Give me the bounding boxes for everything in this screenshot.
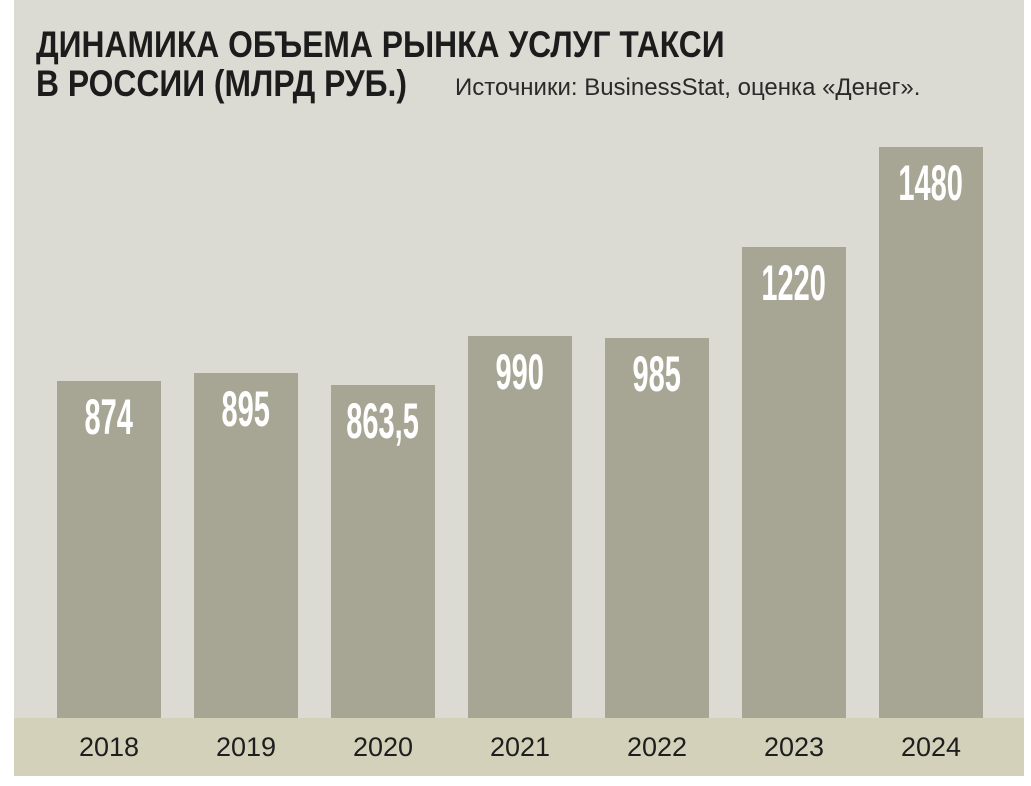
x-tick-label-2019: 2019 — [215, 732, 277, 762]
x-axis-band — [14, 718, 1024, 776]
chart-title-line-1: ДИНАМИКА ОБЪЕМА РЫНКА УСЛУГ ТАКСИ — [36, 24, 725, 65]
bar-value-text-2021: 990 — [495, 343, 545, 400]
bar-2019 — [194, 372, 298, 718]
bar-value-label-2019: 895 — [146, 383, 346, 435]
bar-value-label-2024: 1480 — [831, 157, 1031, 209]
bar-2021 — [468, 335, 572, 718]
x-tick-label-2021: 2021 — [489, 732, 551, 762]
bar-value-text-2019: 895 — [221, 380, 271, 437]
bar-value-text-2020: 863,5 — [346, 392, 420, 449]
bar-value-text-2022: 985 — [632, 345, 682, 402]
bar-2020 — [331, 384, 435, 718]
bar-2023 — [742, 247, 846, 718]
bar-value-text-2023: 1220 — [761, 255, 827, 312]
x-tick-label-2023: 2023 — [763, 732, 825, 762]
chart-title-line-2: В РОССИИ (МЛРД РУБ.) — [36, 63, 407, 104]
bar-value-label-2020: 863,5 — [283, 395, 483, 447]
x-tick-label-2022: 2022 — [626, 732, 688, 762]
source-note: Источники: BusinessStat, оценка «Денег». — [455, 74, 921, 101]
x-tick-label-2020: 2020 — [352, 732, 414, 762]
bar-value-label-2021: 990 — [420, 346, 620, 398]
x-tick-label-2024: 2024 — [900, 732, 962, 762]
bar-value-text-2024: 1480 — [898, 154, 964, 211]
bar-value-label-2023: 1220 — [694, 257, 894, 309]
bar-2018 — [57, 380, 161, 718]
bar-value-label-2018: 874 — [9, 391, 209, 443]
bar-value-text-2018: 874 — [84, 388, 134, 445]
x-tick-label-2018: 2018 — [78, 732, 140, 762]
bar-2022 — [605, 337, 709, 718]
bar-value-label-2022: 985 — [557, 348, 757, 400]
bar-2024 — [879, 146, 983, 718]
